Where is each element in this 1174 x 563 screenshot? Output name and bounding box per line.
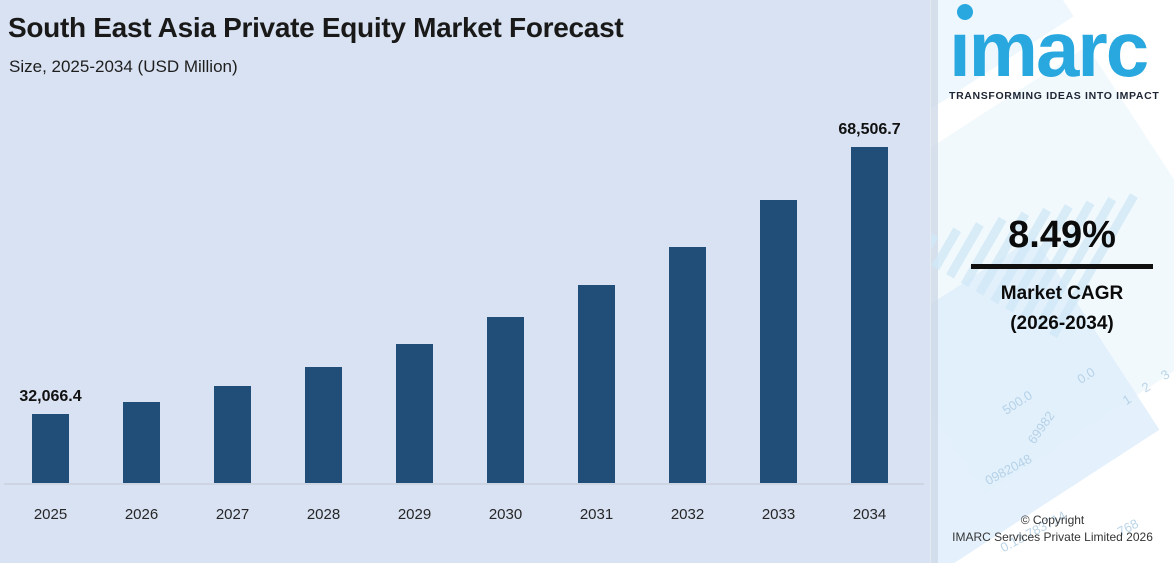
bar-2027 [214,386,251,484]
x-tick-label-2026: 2026 [124,506,159,523]
x-axis-labels: 2025 2026 2027 2028 2029 2030 2031 2032 2033 2034 [5,506,915,523]
cagr-value: 8.49% [1008,214,1116,256]
bar-2028 [305,367,342,484]
bar-data-label-2025: 32,066.4 [19,388,82,405]
x-tick-label-2032: 2032 [670,506,705,523]
imarc-logo-wordmark: ımarc [949,5,1149,93]
watermark-label: 0.0 [1074,364,1098,387]
x-tick-label-2033: 2033 [761,506,796,523]
imarc-logo-dot-icon [957,4,973,20]
bar-2030 [487,317,524,484]
x-tick-label-2025: 2025 [33,506,68,523]
x-tick-label-2030: 2030 [488,506,523,523]
bar-column-2026 [96,402,187,484]
copyright-notice: © Copyright IMARC Services Private Limit… [931,512,1174,547]
chart-title: South East Asia Private Equity Market Fo… [8,12,624,43]
bar-column-2029 [369,344,460,484]
cagr-divider [971,263,1153,269]
bar-data-label-2034: 68,506.7 [838,121,901,138]
x-tick-label-2034: 2034 [852,506,887,523]
cagr-period: (2026-2034) [1010,312,1114,334]
copyright-line2: IMARC Services Private Limited 2026 [952,530,1153,545]
bar-column-2034: 68,506.7 [824,121,915,484]
bar-column-2033 [733,200,824,484]
bar-2029 [396,344,433,484]
brand-panel: 500.0 0.0 1 2 3 0982048 0.13.783714 6998… [930,0,1174,563]
bar-2026 [123,402,160,484]
bar-2032 [669,247,706,484]
x-tick-label-2028: 2028 [306,506,341,523]
bar-column-2028 [278,367,369,484]
watermark-label: 1 2 3 [1119,363,1174,408]
chart-subtitle: Size, 2025-2034 (USD Million) [9,57,238,76]
bar-2031 [578,285,615,484]
watermark-label: 69982 [1024,408,1058,447]
copyright-line1: © Copyright [1020,513,1085,527]
x-tick-label-2031: 2031 [579,506,614,523]
bar-column-2031 [551,285,642,484]
bar-2025 [32,414,69,484]
chart-panel: South East Asia Private Equity Market Fo… [0,0,930,563]
bar-column-2025: 32,066.4 [5,388,96,484]
watermark-label: 0982048 [982,450,1035,489]
bar-2034 [851,147,888,484]
x-tick-label-2029: 2029 [397,506,432,523]
cagr-block: 8.49% Market CAGR (2026-2034) [971,214,1153,335]
watermark-label: 500.0 [999,387,1036,418]
x-axis-line [4,483,924,485]
cagr-label: Market CAGR [1000,282,1124,304]
bar-column-2030 [460,317,551,484]
imarc-tagline: TRANSFORMING IDEAS INTO IMPACT [949,89,1160,102]
imarc-logo: ımarc TRANSFORMING IDEAS INTO IMPACT [931,0,1174,102]
bar-column-2032 [642,247,733,484]
bar-column-2027 [187,386,278,484]
x-tick-label-2027: 2027 [215,506,250,523]
bar-2033 [760,200,797,484]
bars-row: 32,066.4 68,506.7 [5,121,915,484]
